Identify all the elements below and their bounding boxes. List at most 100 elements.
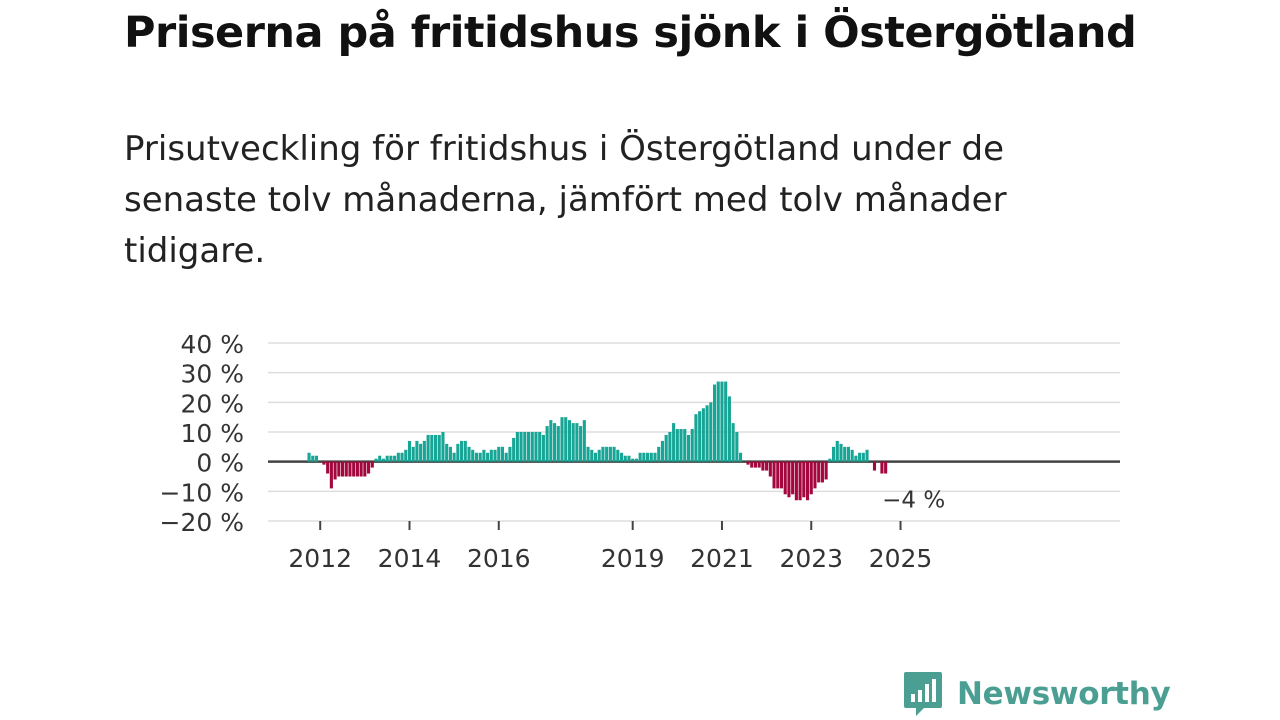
bar bbox=[340, 461, 345, 477]
brand-logo: Newsworthy bbox=[902, 670, 1171, 718]
last-value-label: −4 % bbox=[882, 488, 945, 514]
bar bbox=[374, 458, 378, 462]
bar bbox=[519, 432, 523, 462]
bar bbox=[367, 461, 371, 474]
bar bbox=[709, 402, 713, 462]
bar bbox=[393, 455, 397, 462]
bar bbox=[686, 434, 691, 462]
bar bbox=[605, 446, 609, 462]
bar bbox=[567, 420, 571, 462]
bar bbox=[698, 411, 702, 462]
bar bbox=[504, 452, 508, 462]
bar bbox=[538, 432, 542, 462]
bar bbox=[724, 381, 728, 462]
bar bbox=[497, 446, 501, 462]
bar bbox=[415, 440, 419, 462]
bar bbox=[448, 446, 452, 462]
bar bbox=[753, 461, 757, 468]
bar bbox=[556, 426, 560, 462]
bar bbox=[634, 458, 638, 462]
bar bbox=[675, 429, 679, 462]
bar bbox=[846, 446, 850, 462]
bar bbox=[646, 452, 650, 462]
bar bbox=[705, 405, 709, 462]
bar bbox=[471, 449, 475, 462]
bar bbox=[779, 461, 784, 489]
bar bbox=[482, 449, 486, 462]
x-tick-label: 2025 bbox=[869, 544, 933, 573]
bar bbox=[683, 429, 687, 462]
bar bbox=[772, 461, 776, 489]
bar bbox=[765, 461, 769, 471]
bar bbox=[378, 455, 382, 462]
bar bbox=[798, 461, 802, 501]
annotations: −4 % bbox=[882, 488, 945, 514]
x-tick-label: 2014 bbox=[378, 544, 442, 573]
bar bbox=[452, 452, 456, 462]
bar bbox=[720, 381, 724, 462]
bar bbox=[445, 443, 449, 462]
bar bbox=[813, 461, 817, 489]
bar bbox=[865, 449, 869, 462]
bar bbox=[456, 443, 460, 462]
bar bbox=[385, 455, 389, 462]
x-tick-label: 2016 bbox=[467, 544, 531, 573]
bar bbox=[627, 455, 631, 462]
bar bbox=[794, 461, 798, 501]
bar bbox=[884, 461, 888, 474]
bar bbox=[489, 449, 493, 462]
bar bbox=[422, 440, 426, 462]
bar bbox=[326, 461, 330, 474]
bars bbox=[307, 381, 888, 501]
bar bbox=[311, 455, 315, 462]
bar bbox=[642, 452, 646, 462]
bar bbox=[407, 440, 412, 462]
bar bbox=[333, 461, 337, 480]
bar bbox=[623, 455, 627, 462]
bar bbox=[809, 461, 813, 495]
bar bbox=[727, 396, 731, 462]
bar bbox=[590, 449, 594, 462]
bar bbox=[664, 434, 668, 462]
bar bbox=[880, 461, 884, 474]
bar bbox=[508, 446, 512, 462]
bar bbox=[653, 452, 657, 462]
bar bbox=[463, 440, 467, 462]
bar bbox=[419, 443, 423, 462]
bar bbox=[638, 452, 642, 462]
bar bbox=[768, 461, 772, 477]
bar bbox=[352, 461, 356, 477]
chart-subtitle: Prisutveckling för fritidshus i Östergöt… bbox=[124, 129, 1007, 271]
bar bbox=[690, 429, 694, 462]
bar bbox=[474, 452, 478, 462]
bar bbox=[493, 449, 497, 462]
bar bbox=[597, 449, 601, 462]
bar bbox=[854, 455, 858, 462]
bar bbox=[426, 434, 430, 462]
bar bbox=[437, 434, 441, 462]
y-tick-label: 0 % bbox=[196, 449, 244, 478]
bar bbox=[791, 461, 795, 495]
bar bbox=[478, 452, 482, 462]
bar bbox=[783, 461, 787, 495]
bar bbox=[761, 461, 765, 471]
x-axis: 2012 2014 2016 2019 2021 2023 2025 bbox=[288, 521, 932, 573]
bar bbox=[348, 461, 352, 477]
bar bbox=[679, 429, 683, 462]
bar bbox=[486, 452, 490, 462]
bar bbox=[404, 449, 408, 462]
bar bbox=[430, 434, 434, 462]
bar bbox=[608, 446, 612, 462]
bar bbox=[441, 432, 445, 462]
y-tick-label: 20 % bbox=[180, 389, 244, 418]
bar bbox=[526, 432, 531, 462]
y-tick-label: 40 % bbox=[180, 330, 244, 359]
bar bbox=[359, 461, 363, 477]
bar bbox=[657, 446, 661, 462]
bar bbox=[701, 408, 705, 462]
bar bbox=[460, 440, 464, 462]
bar bbox=[396, 452, 400, 462]
bar bbox=[619, 452, 624, 462]
bar bbox=[586, 446, 590, 462]
bar bbox=[739, 452, 743, 462]
